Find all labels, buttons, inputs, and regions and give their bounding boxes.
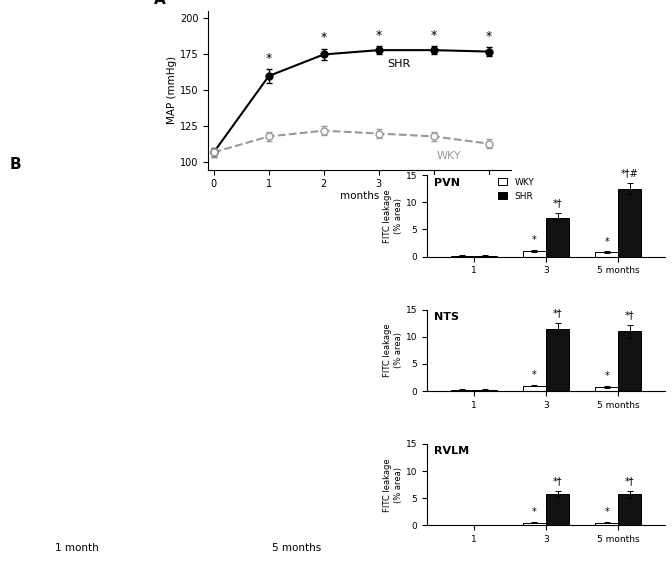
Text: *†: *† — [553, 308, 562, 318]
Text: *: * — [265, 51, 272, 64]
Bar — [546, 494, 569, 525]
Bar — [595, 523, 618, 525]
Bar — [523, 251, 546, 257]
Text: 5 months: 5 months — [272, 543, 322, 553]
Bar — [546, 329, 569, 391]
Y-axis label: FITC leakage
(% area): FITC leakage (% area) — [383, 458, 403, 511]
Text: PVN: PVN — [18, 180, 41, 189]
Text: *†#: *†# — [621, 168, 638, 179]
Bar — [474, 255, 497, 257]
Text: NTS: NTS — [18, 295, 40, 305]
Text: *†: *† — [553, 198, 562, 208]
Bar — [523, 385, 546, 391]
Text: 50 µm: 50 µm — [370, 268, 386, 273]
Bar — [546, 218, 569, 257]
Y-axis label: MAP (mmHg): MAP (mmHg) — [167, 56, 177, 124]
Text: RVLM: RVLM — [434, 446, 469, 457]
Text: *: * — [532, 235, 537, 245]
Text: 50 µm: 50 µm — [370, 383, 386, 388]
Text: RVLM: RVLM — [18, 410, 49, 420]
Bar — [595, 252, 618, 257]
Text: *: * — [604, 371, 609, 381]
Text: *: * — [431, 28, 437, 41]
Bar — [450, 390, 474, 391]
Text: 50 µm: 50 µm — [166, 268, 181, 273]
Text: *: * — [376, 28, 382, 41]
Text: 50 µm: 50 µm — [370, 498, 386, 503]
Text: SHR: SHR — [387, 59, 411, 69]
Text: *†: *† — [625, 310, 634, 320]
Bar — [474, 390, 497, 391]
Bar — [595, 386, 618, 391]
Text: *: * — [486, 30, 492, 43]
Text: *: * — [532, 507, 537, 518]
Y-axis label: FITC leakage
(% area): FITC leakage (% area) — [383, 189, 403, 243]
Text: 50 µm: 50 µm — [166, 383, 181, 388]
Text: *†: *† — [553, 476, 562, 486]
Text: B: B — [10, 157, 22, 172]
Y-axis label: FITC leakage
(% area): FITC leakage (% area) — [383, 324, 403, 377]
Text: *: * — [321, 32, 327, 45]
Text: NTS: NTS — [434, 312, 459, 322]
Legend: WKY, SHR: WKY, SHR — [498, 178, 534, 201]
Text: *: * — [532, 370, 537, 380]
Text: 50 µm: 50 µm — [166, 498, 181, 503]
Bar — [618, 189, 641, 257]
Bar — [523, 523, 546, 525]
Text: *: * — [604, 507, 609, 518]
Bar — [618, 494, 641, 525]
Text: *: * — [604, 237, 609, 246]
Text: WKY: WKY — [437, 151, 461, 161]
Text: 1 month: 1 month — [55, 543, 99, 553]
Bar — [618, 331, 641, 391]
Text: PVN: PVN — [434, 177, 460, 188]
Text: *†: *† — [625, 476, 634, 486]
X-axis label: months: months — [340, 190, 379, 201]
Text: A: A — [154, 0, 165, 7]
Bar — [450, 255, 474, 257]
